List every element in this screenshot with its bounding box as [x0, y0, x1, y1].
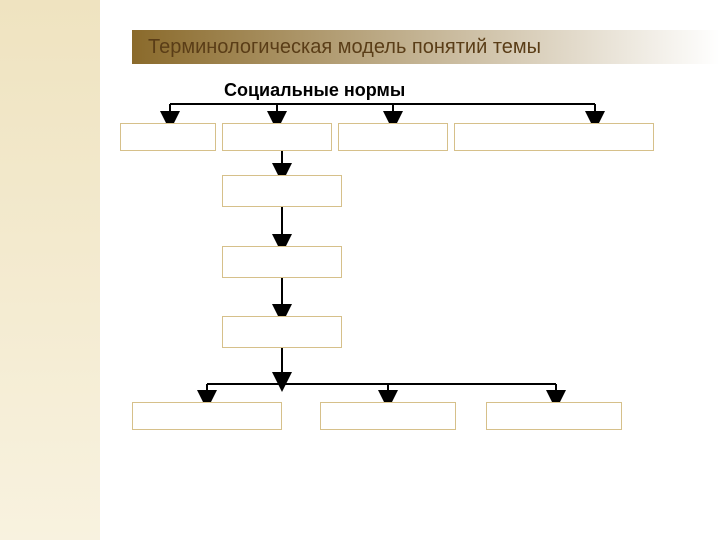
title-bar: Терминологическая модель понятий темы [132, 30, 720, 64]
box-bot-2 [320, 402, 456, 430]
box-top-2 [222, 123, 332, 151]
box-mid-3 [222, 316, 342, 348]
slide: Терминологическая модель понятий темы Со… [0, 0, 720, 540]
subtitle-text: Социальные нормы [224, 80, 405, 100]
box-top-1 [120, 123, 216, 151]
box-mid-2 [222, 246, 342, 278]
title-text: Терминологическая модель понятий темы [148, 36, 541, 58]
subtitle: Социальные нормы [224, 80, 405, 101]
box-bot-1 [132, 402, 282, 430]
box-mid-1 [222, 175, 342, 207]
box-bot-3 [486, 402, 622, 430]
box-top-3 [338, 123, 448, 151]
sidebar-panel [0, 0, 100, 540]
box-top-4 [454, 123, 654, 151]
